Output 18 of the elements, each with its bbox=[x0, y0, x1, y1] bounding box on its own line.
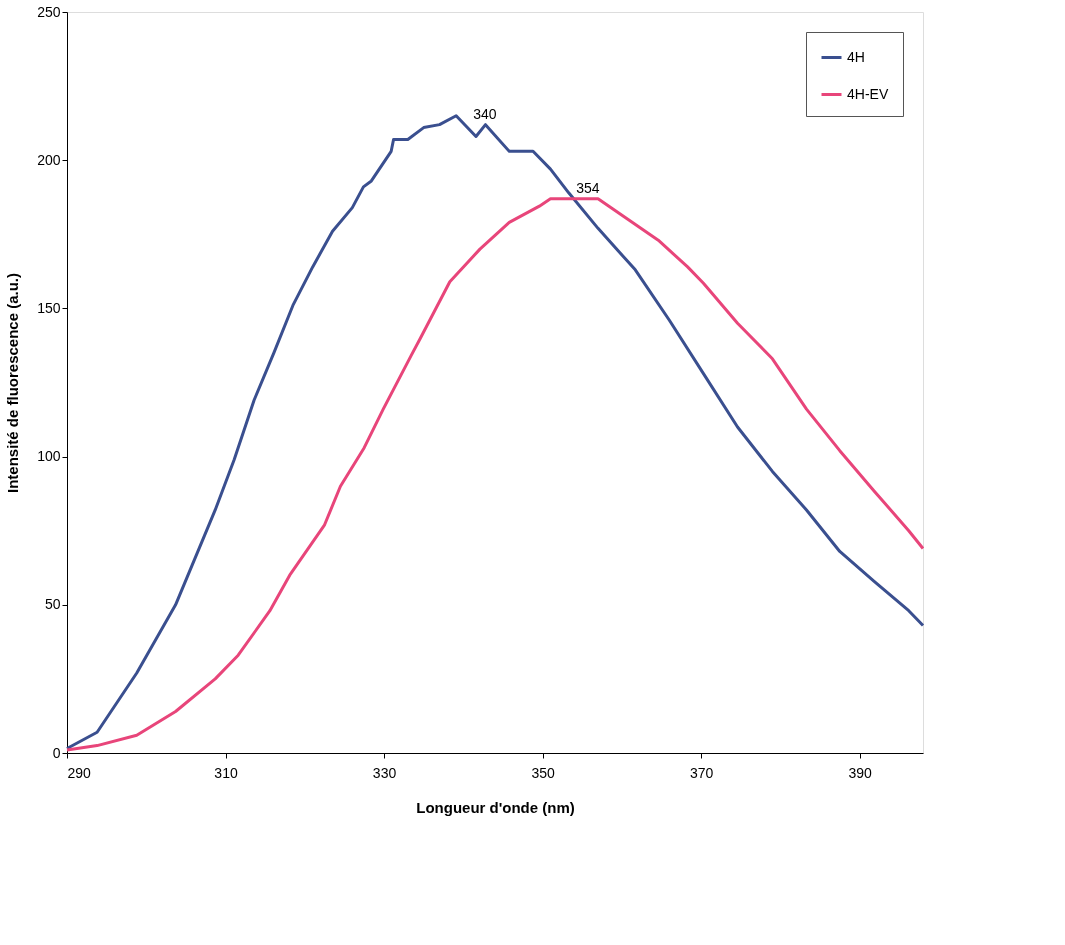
legend-label: 4H bbox=[847, 48, 865, 65]
y-tick-label: 200 bbox=[37, 151, 61, 168]
x-axis-title: Longueur d'onde (nm) bbox=[416, 798, 575, 816]
x-tick-label: 390 bbox=[848, 764, 872, 781]
x-tick-label: 370 bbox=[689, 764, 714, 781]
annotation: 340 bbox=[473, 105, 497, 122]
x-tick-label: 350 bbox=[531, 764, 555, 781]
y-tick-label: 0 bbox=[52, 744, 61, 761]
y-tick-label: 50 bbox=[44, 596, 61, 613]
x-tick-label: 310 bbox=[214, 764, 238, 781]
y-axis-title: Intensité de fluorescence (a.u.) bbox=[4, 272, 22, 494]
annotation: 354 bbox=[576, 179, 600, 196]
y-tick-label: 150 bbox=[37, 299, 61, 316]
x-tick-label: 330 bbox=[372, 764, 397, 781]
x-tick-label: 290 bbox=[67, 764, 92, 781]
y-tick-label: 100 bbox=[37, 448, 61, 465]
y-tick-label: 250 bbox=[37, 3, 61, 20]
legend-label: 4H-EV bbox=[847, 85, 889, 102]
